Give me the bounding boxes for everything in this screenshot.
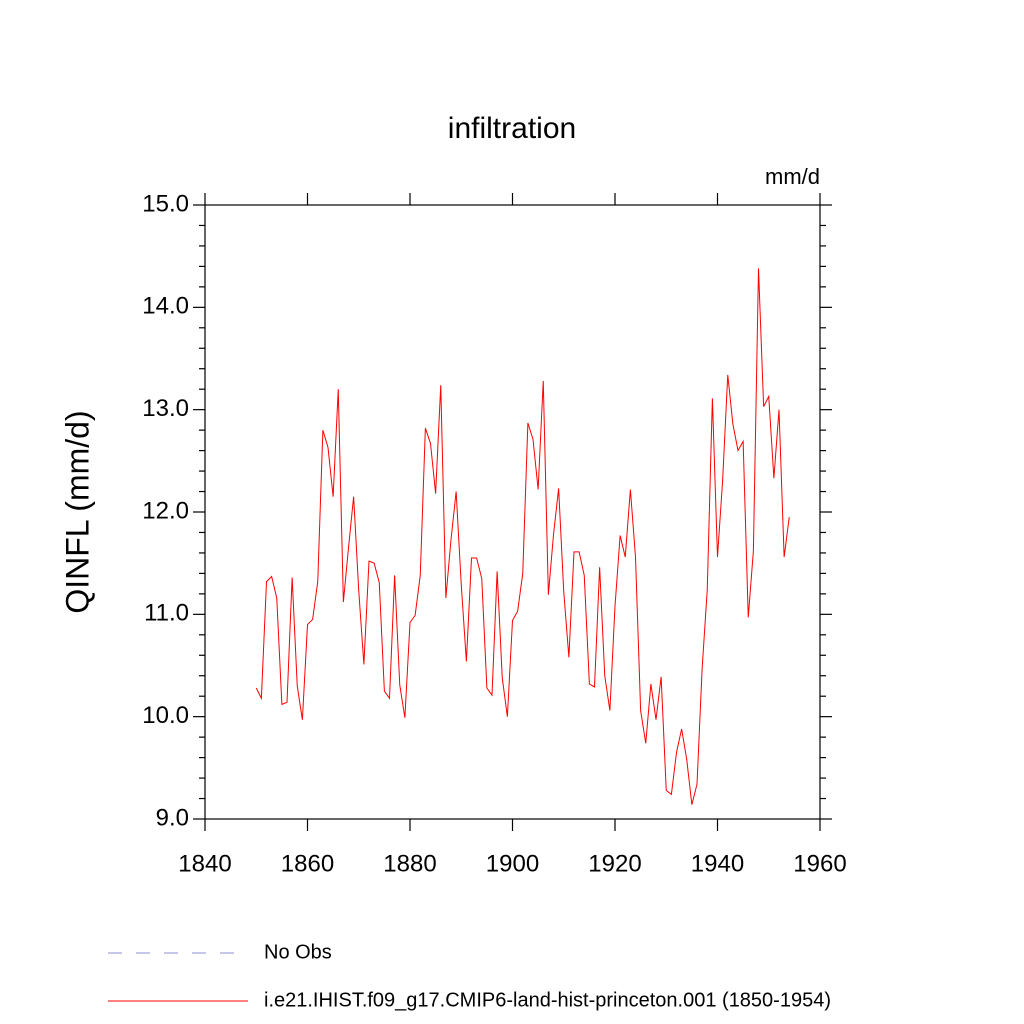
y-tick-label: 14.0 <box>142 293 189 320</box>
data-line <box>255 268 790 805</box>
y-axis-label: QINFL (mm/d) <box>59 410 95 613</box>
x-tick-label: 1860 <box>281 850 334 877</box>
plot-frame <box>204 204 821 820</box>
y-tick-label: 11.0 <box>144 600 189 627</box>
legend-label: No Obs <box>264 941 332 963</box>
x-tick-label: 1940 <box>691 850 744 877</box>
legend-label: i.e21.IHIST.f09_g17.CMIP6-land-hist-prin… <box>264 989 831 1011</box>
y-tick-label: 13.0 <box>142 395 189 422</box>
units-label: mm/d <box>765 164 820 189</box>
x-tick-label: 1900 <box>486 850 539 877</box>
y-tick-label: 10.0 <box>142 702 189 729</box>
x-tick-label: 1880 <box>383 850 436 877</box>
chart-title: infiltration <box>448 112 576 145</box>
x-tick-label: 1920 <box>588 850 641 877</box>
y-tick-label: 12.0 <box>142 497 189 524</box>
x-tick-label: 1960 <box>793 850 846 877</box>
x-tick-label: 1840 <box>178 850 231 877</box>
y-tick-label: 9.0 <box>156 804 189 831</box>
y-tick-label: 15.0 <box>142 190 189 217</box>
